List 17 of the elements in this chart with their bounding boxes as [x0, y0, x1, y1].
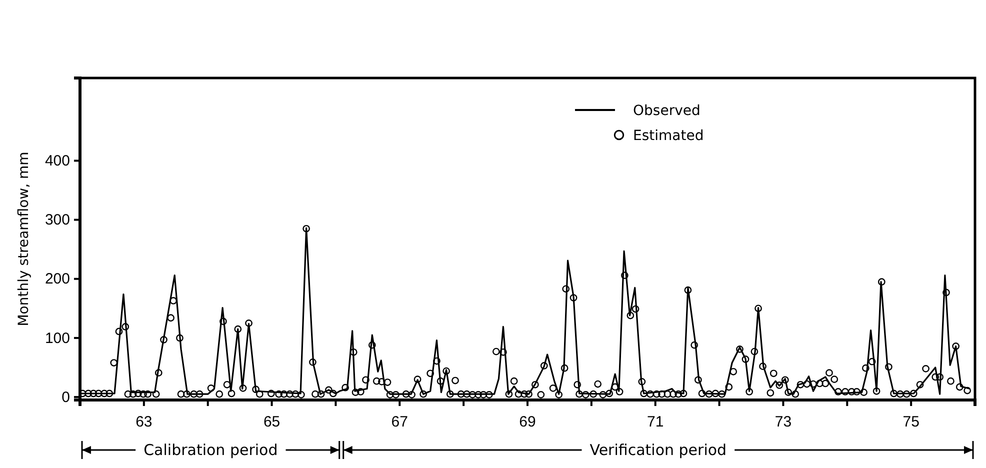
- text: Calibration period: [144, 441, 278, 459]
- y-tick-label: 300: [44, 212, 70, 229]
- y-tick-label: 200: [44, 270, 70, 288]
- x-tick-label: 73: [774, 414, 792, 431]
- x-tick-label: 75: [902, 414, 920, 431]
- y-tick-label: 100: [44, 330, 70, 347]
- y-axis-title: Monthly streamflow, mm: [16, 152, 32, 326]
- x-tick-label: 71: [647, 414, 664, 431]
- y-tick-label: 0: [62, 388, 70, 406]
- x-tick-label: 65: [263, 414, 280, 431]
- x-tick-label: 69: [519, 414, 536, 431]
- x-tick-label: 63: [136, 414, 152, 431]
- text: Verification period: [590, 441, 727, 459]
- y-tick-label: 400: [44, 152, 70, 170]
- x-tick-label: 67: [391, 414, 408, 431]
- legend-label: Observed: [633, 103, 700, 119]
- legend-label: Estimated: [633, 128, 704, 144]
